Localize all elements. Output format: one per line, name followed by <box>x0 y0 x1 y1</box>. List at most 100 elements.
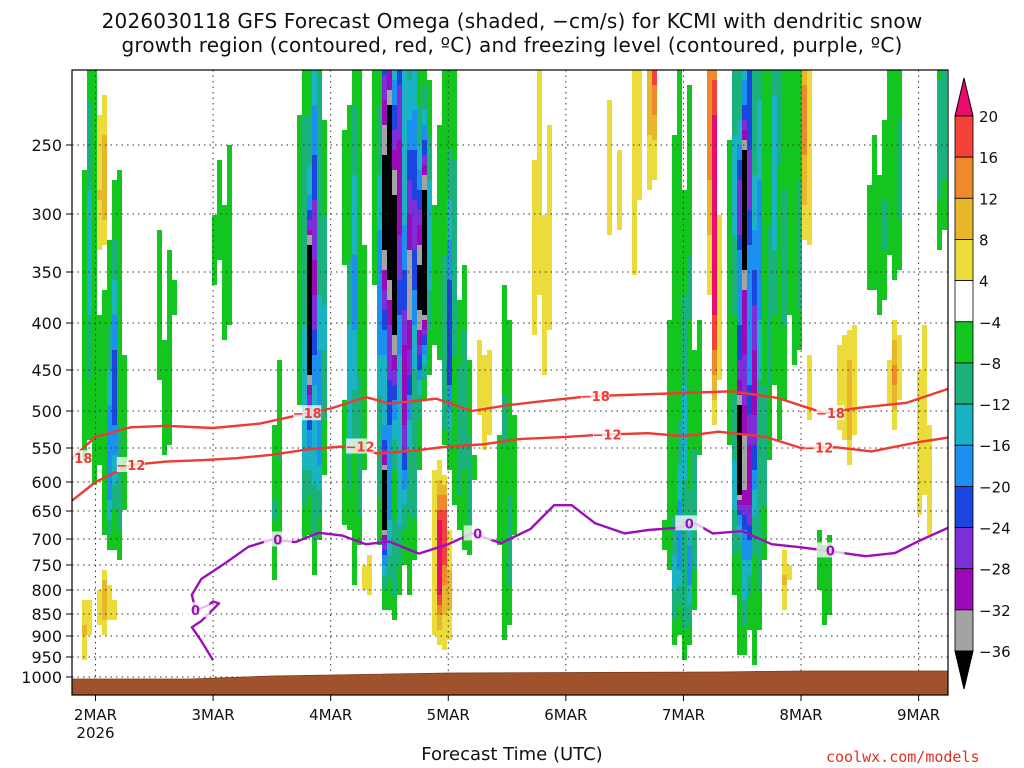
omega-cell <box>312 505 317 510</box>
omega-cell <box>302 285 307 290</box>
omega-cell <box>362 295 367 300</box>
omega-cell <box>432 485 437 490</box>
omega-cell <box>737 230 742 235</box>
omega-cell <box>502 410 507 415</box>
omega-cell <box>322 150 327 155</box>
omega-cell <box>397 150 402 155</box>
omega-cell <box>347 495 352 500</box>
omega-cell <box>297 130 302 135</box>
omega-cell <box>352 560 357 565</box>
omega-cell <box>687 555 692 560</box>
omega-cell <box>382 130 387 135</box>
omega-cell <box>682 375 687 380</box>
omega-cell <box>452 470 457 475</box>
omega-cell <box>347 435 352 440</box>
omega-cell <box>392 385 397 390</box>
omega-cell <box>322 250 327 255</box>
omega-cell <box>82 640 87 645</box>
omega-cell <box>227 280 232 285</box>
omega-cell <box>297 240 302 245</box>
omega-cell <box>117 485 122 490</box>
omega-cell <box>712 405 717 410</box>
omega-cell <box>682 230 687 235</box>
omega-cell <box>82 400 87 405</box>
omega-cell <box>382 320 387 325</box>
omega-cell <box>447 590 452 595</box>
omega-cell <box>372 240 377 245</box>
omega-cell <box>302 370 307 375</box>
omega-cell <box>112 230 117 235</box>
omega-cell <box>312 465 317 470</box>
omega-cell <box>102 175 107 180</box>
omega-cell <box>387 125 392 130</box>
omega-cell <box>732 470 737 475</box>
omega-cell <box>92 260 97 265</box>
omega-cell <box>632 125 637 130</box>
omega-cell <box>397 535 402 540</box>
omega-cell <box>732 465 737 470</box>
omega-cell <box>677 295 682 300</box>
omega-cell <box>417 365 422 370</box>
omega-cell <box>372 210 377 215</box>
omega-cell <box>697 435 702 440</box>
omega-cell <box>672 335 677 340</box>
omega-cell <box>437 195 442 200</box>
omega-cell <box>92 90 97 95</box>
omega-cell <box>662 530 667 535</box>
omega-cell <box>402 375 407 380</box>
omega-cell <box>647 170 652 175</box>
omega-cell <box>467 470 472 475</box>
omega-cell <box>682 410 687 415</box>
omega-cell <box>442 75 447 80</box>
omega-cell <box>277 480 282 485</box>
omega-cell <box>442 545 447 550</box>
omega-cell <box>547 250 552 255</box>
omega-cell <box>82 200 87 205</box>
omega-cell <box>652 115 657 120</box>
omega-cell <box>512 505 517 510</box>
omega-cell <box>307 70 312 75</box>
omega-cell <box>502 315 507 320</box>
omega-cell <box>112 405 117 410</box>
omega-cell <box>302 505 307 510</box>
omega-cell <box>432 265 437 270</box>
omega-cell <box>442 300 447 305</box>
omega-cell <box>392 530 397 535</box>
omega-cell <box>417 440 422 445</box>
omega-cell <box>302 75 307 80</box>
omega-cell <box>712 245 717 250</box>
omega-cell <box>382 495 387 500</box>
omega-cell <box>672 195 677 200</box>
omega-cell <box>437 180 442 185</box>
omega-cell <box>502 400 507 405</box>
omega-cell <box>362 390 367 395</box>
omega-cell <box>677 360 682 365</box>
omega-cell <box>397 115 402 120</box>
omega-cell <box>672 205 677 210</box>
omega-cell <box>112 520 117 525</box>
omega-cell <box>297 250 302 255</box>
omega-cell <box>382 205 387 210</box>
omega-cell <box>277 400 282 405</box>
omega-cell <box>502 490 507 495</box>
omega-cell <box>447 340 452 345</box>
omega-cell <box>532 230 537 235</box>
omega-cell <box>317 470 322 475</box>
omega-cell <box>392 415 397 420</box>
omega-cell <box>102 390 107 395</box>
omega-cell <box>112 510 117 515</box>
omega-cell <box>432 480 437 485</box>
omega-cell <box>297 300 302 305</box>
omega-cell <box>682 570 687 575</box>
omega-cell <box>402 320 407 325</box>
omega-cell <box>102 515 107 520</box>
omega-cell <box>412 390 417 395</box>
omega-cell <box>407 140 412 145</box>
omega-cell <box>677 235 682 240</box>
omega-cell <box>442 630 447 635</box>
omega-cell <box>417 230 422 235</box>
omega-cell <box>412 405 417 410</box>
omega-cell <box>322 405 327 410</box>
omega-cell <box>122 400 127 405</box>
omega-cell <box>607 215 612 220</box>
